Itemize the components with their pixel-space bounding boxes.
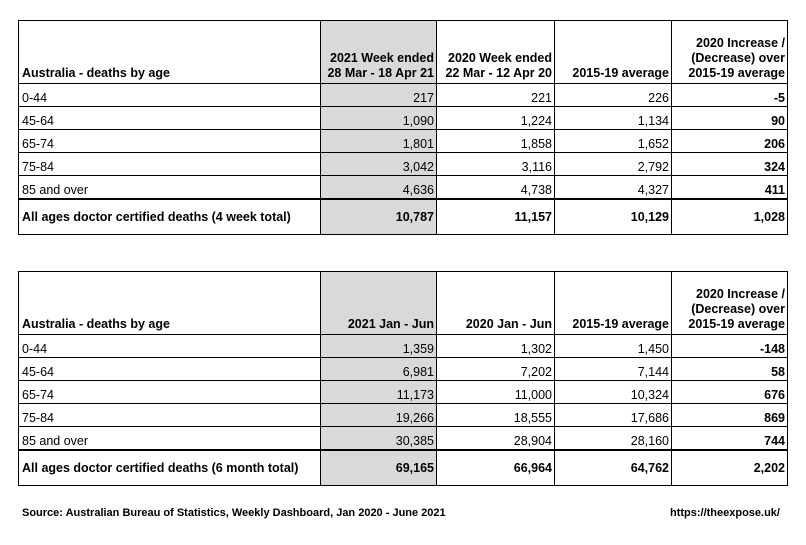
table-row: 45-64 6,981 7,202 7,144 58 — [18, 357, 788, 381]
value-2021-cell: 1,090 — [320, 106, 437, 130]
value-2020-cell: 4,738 — [436, 175, 555, 200]
value-average-cell: 28,160 — [554, 426, 672, 451]
header-increase: 2020 Increase / (Decrease) over 2015-19 … — [671, 271, 788, 335]
header-category: Australia - deaths by age — [18, 20, 321, 84]
value-average-cell: 7,144 — [554, 357, 672, 381]
value-increase-cell: 869 — [671, 403, 788, 427]
header-increase-line2: (Decrease) over — [691, 51, 785, 65]
header-2020-line2: 22 Mar - 12 Apr 20 — [445, 66, 552, 80]
value-average-cell: 4,327 — [554, 175, 672, 200]
header-increase: 2020 Increase / (Decrease) over 2015-19 … — [671, 20, 788, 84]
value-increase-cell: 58 — [671, 357, 788, 381]
value-average-cell: 1,450 — [554, 334, 672, 358]
age-group-cell: 45-64 — [18, 106, 321, 130]
header-2021-line1: 2021 Week ended — [330, 51, 434, 65]
value-2020-cell: 1,224 — [436, 106, 555, 130]
table-row: 65-74 11,173 11,000 10,324 676 — [18, 380, 788, 404]
value-average-cell: 2,792 — [554, 152, 672, 176]
deaths-table-6-month: Australia - deaths by age 2021 Jan - Jun… — [18, 271, 788, 486]
value-2021-cell: 30,385 — [320, 426, 437, 451]
total-increase-cell: 1,028 — [671, 198, 788, 235]
value-increase-cell: 324 — [671, 152, 788, 176]
header-increase-line2: (Decrease) over — [691, 302, 785, 316]
value-2020-cell: 3,116 — [436, 152, 555, 176]
total-average-cell: 64,762 — [554, 449, 672, 486]
header-2020-line1: 2020 Week ended — [448, 51, 552, 65]
age-group-cell: 65-74 — [18, 380, 321, 404]
total-2021-cell: 10,787 — [320, 198, 437, 235]
value-2021-cell: 11,173 — [320, 380, 437, 404]
header-2020: 2020 Jan - Jun — [436, 271, 555, 335]
total-increase-cell: 2,202 — [671, 449, 788, 486]
value-average-cell: 1,134 — [554, 106, 672, 130]
value-2021-cell: 1,801 — [320, 129, 437, 153]
age-group-cell: 45-64 — [18, 357, 321, 381]
value-2021-cell: 4,636 — [320, 175, 437, 200]
table-row: 0-44 217 221 226 -5 — [18, 83, 788, 107]
header-average: 2015-19 average — [554, 271, 672, 335]
header-category: Australia - deaths by age — [18, 271, 321, 335]
total-2020-cell: 11,157 — [436, 198, 555, 235]
value-2021-cell: 1,359 — [320, 334, 437, 358]
value-average-cell: 226 — [554, 83, 672, 107]
value-increase-cell: 744 — [671, 426, 788, 451]
value-average-cell: 17,686 — [554, 403, 672, 427]
header-average: 2015-19 average — [554, 20, 672, 84]
value-increase-cell: 90 — [671, 106, 788, 130]
age-group-cell: 75-84 — [18, 403, 321, 427]
value-2020-cell: 1,858 — [436, 129, 555, 153]
value-2021-cell: 19,266 — [320, 403, 437, 427]
value-2020-cell: 7,202 — [436, 357, 555, 381]
header-increase-line1: 2020 Increase / — [696, 287, 785, 301]
table-total-row: All ages doctor certified deaths (6 mont… — [18, 449, 788, 486]
table-row: 75-84 3,042 3,116 2,792 324 — [18, 152, 788, 176]
age-group-cell: 0-44 — [18, 83, 321, 107]
age-group-cell: 85 and over — [18, 426, 321, 451]
value-increase-cell: 676 — [671, 380, 788, 404]
age-group-cell: 85 and over — [18, 175, 321, 200]
value-2020-cell: 1,302 — [436, 334, 555, 358]
table-total-row: All ages doctor certified deaths (4 week… — [18, 198, 788, 235]
value-increase-cell: -148 — [671, 334, 788, 358]
source-note: Source: Australian Bureau of Statistics,… — [22, 507, 446, 519]
age-group-cell: 75-84 — [18, 152, 321, 176]
header-2021: 2021 Week ended 28 Mar - 18 Apr 21 — [320, 20, 437, 84]
deaths-table-4-week: Australia - deaths by age 2021 Week ende… — [18, 20, 788, 235]
header-2021-line2: 28 Mar - 18 Apr 21 — [327, 66, 434, 80]
age-group-cell: 65-74 — [18, 129, 321, 153]
value-increase-cell: 206 — [671, 129, 788, 153]
total-label-cell: All ages doctor certified deaths (4 week… — [18, 198, 321, 235]
table-row: 85 and over 30,385 28,904 28,160 744 — [18, 426, 788, 451]
site-link[interactable]: https://theexpose.uk/ — [669, 507, 780, 519]
value-2020-cell: 11,000 — [436, 380, 555, 404]
value-2020-cell: 28,904 — [436, 426, 555, 451]
header-increase-line3: 2015-19 average — [688, 66, 785, 80]
value-increase-cell: -5 — [671, 83, 788, 107]
table-header-row: Australia - deaths by age 2021 Week ende… — [18, 20, 788, 84]
total-2020-cell: 66,964 — [436, 449, 555, 486]
total-label-cell: All ages doctor certified deaths (6 mont… — [18, 449, 321, 486]
table-row: 0-44 1,359 1,302 1,450 -148 — [18, 334, 788, 358]
value-2021-cell: 3,042 — [320, 152, 437, 176]
total-average-cell: 10,129 — [554, 198, 672, 235]
header-increase-line3: 2015-19 average — [688, 317, 785, 331]
header-2021: 2021 Jan - Jun — [320, 271, 437, 335]
header-2020: 2020 Week ended 22 Mar - 12 Apr 20 — [436, 20, 555, 84]
value-2020-cell: 18,555 — [436, 403, 555, 427]
value-2021-cell: 6,981 — [320, 357, 437, 381]
table-row: 45-64 1,090 1,224 1,134 90 — [18, 106, 788, 130]
value-2020-cell: 221 — [436, 83, 555, 107]
value-average-cell: 10,324 — [554, 380, 672, 404]
value-average-cell: 1,652 — [554, 129, 672, 153]
table-header-row: Australia - deaths by age 2021 Jan - Jun… — [18, 271, 788, 335]
table-row: 65-74 1,801 1,858 1,652 206 — [18, 129, 788, 153]
value-increase-cell: 411 — [671, 175, 788, 200]
total-2021-cell: 69,165 — [320, 449, 437, 486]
age-group-cell: 0-44 — [18, 334, 321, 358]
table-row: 75-84 19,266 18,555 17,686 869 — [18, 403, 788, 427]
table-row: 85 and over 4,636 4,738 4,327 411 — [18, 175, 788, 200]
value-2021-cell: 217 — [320, 83, 437, 107]
header-increase-line1: 2020 Increase / — [696, 36, 785, 50]
